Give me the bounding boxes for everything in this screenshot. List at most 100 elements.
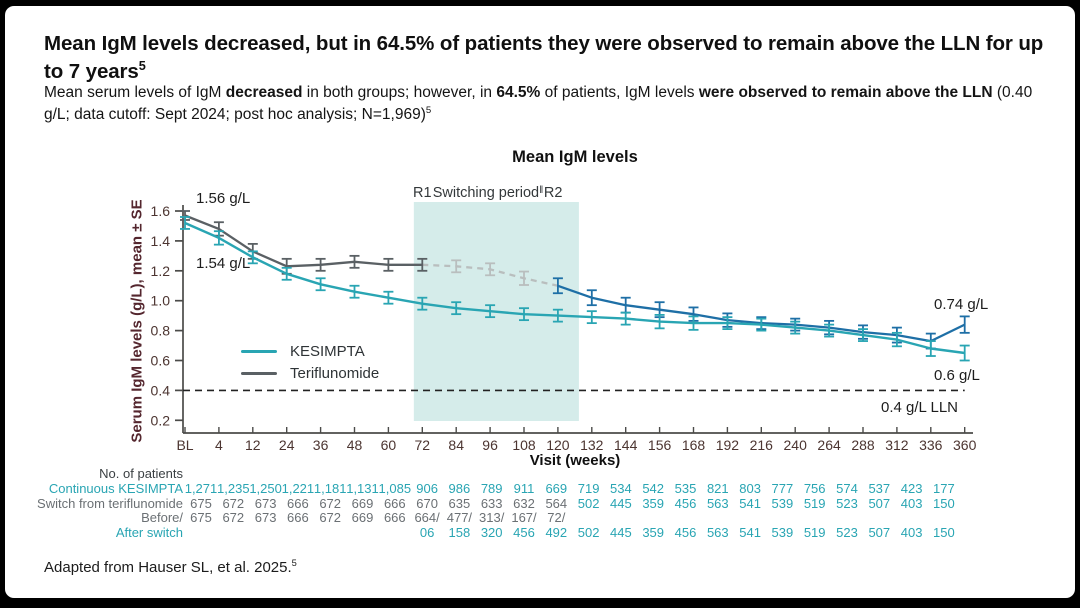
- patient-count-cell: 673: [254, 510, 277, 526]
- patients-table: No. of patients Continuous KESIMPTA 1,271 1…: [0, 466, 1080, 546]
- patient-count-cell: 507: [868, 495, 891, 511]
- patient-count-cell: 502: [577, 525, 600, 541]
- patient-count-cell: 456: [674, 495, 697, 511]
- y-tick-label: 1.4: [151, 233, 171, 249]
- patient-count-cell: 542: [642, 480, 665, 496]
- patient-count-cell: 313/: [479, 510, 505, 526]
- patient-count-cell: 456: [513, 525, 535, 541]
- patient-count-cell: 672: [222, 510, 245, 526]
- patient-count-cell: 523: [836, 525, 858, 541]
- patient-count-cell: 541: [739, 495, 761, 511]
- subtitle-segment: Mean serum levels of IgM: [44, 84, 226, 101]
- patient-count-cell: 906: [416, 480, 438, 496]
- patient-count-cell: 669: [351, 510, 374, 526]
- patient-count-cell: 403: [900, 525, 923, 541]
- patient-count-cell: 756: [803, 480, 826, 496]
- patient-count-cell: 445: [610, 525, 632, 541]
- patient-count-cell: 1,250: [249, 480, 282, 496]
- x-tick-label: 96: [482, 437, 498, 453]
- randomization-2-label: R2: [544, 185, 563, 201]
- patient-count-cell: 456: [674, 525, 697, 541]
- y-tick-label: 0.2: [151, 412, 171, 428]
- patient-count-cell: 06: [419, 525, 435, 541]
- x-tick-label: 144: [614, 437, 638, 453]
- patient-count-cell: 777: [771, 480, 794, 496]
- randomization-1-label: R1: [413, 185, 432, 201]
- patient-count-cell: 523: [836, 495, 858, 511]
- switching-period-region: R1 Switching period‖ R2: [413, 185, 579, 421]
- patient-count-cell: 541: [739, 525, 761, 541]
- annotation-label: 0.6 g/L: [934, 367, 980, 384]
- patient-count-cell: 177: [933, 480, 955, 496]
- patient-count-cell: 635: [448, 495, 471, 511]
- annotation-label: 1.54 g/L: [196, 255, 250, 272]
- footer-reference: 5: [291, 558, 297, 568]
- patient-count-cell: 477/: [446, 510, 473, 526]
- y-tick-label: 0.4: [151, 382, 171, 398]
- patient-count-cell: 673: [254, 495, 277, 511]
- x-tick-label: 36: [313, 437, 329, 453]
- patient-count-cell: 986: [448, 480, 471, 496]
- y-tick-label: 0.8: [151, 323, 171, 339]
- y-tick-label: 0.6: [151, 353, 171, 369]
- y-tick-label: 1.0: [151, 293, 171, 309]
- x-tick-label: 132: [580, 437, 604, 453]
- legend-item-kesimpta: KESIMPTA: [241, 340, 379, 362]
- patient-count-cell: 1,131: [346, 480, 379, 496]
- patient-count-cell: 519: [803, 495, 826, 511]
- patient-count-cell: 821: [706, 480, 729, 496]
- subtitle-bold-percentage: 64.5%: [496, 84, 541, 101]
- footer-citation: Adapted from Hauser SL, et al. 2025.5: [44, 558, 297, 576]
- x-tick-label: 4: [215, 437, 223, 453]
- x-tick-label: BL: [176, 437, 193, 453]
- x-tick-label: 216: [750, 437, 774, 453]
- patients-row-label: After switch: [115, 525, 183, 541]
- patient-count-cell: 666: [287, 510, 309, 526]
- patient-count-cell: 539: [771, 495, 794, 511]
- patient-count-cell: 507: [868, 525, 891, 541]
- patient-count-cell: 911: [513, 480, 535, 496]
- y-tick-label: 1.2: [151, 263, 171, 279]
- legend-label-kesimpta: KESIMPTA: [290, 342, 365, 360]
- kesimpta-line-swatch: [241, 349, 277, 353]
- patient-count-cell: 803: [739, 480, 761, 496]
- patients-row-label: Switch from teriflunomide: [37, 495, 183, 511]
- patient-count-cell: 403: [900, 495, 923, 511]
- subtitle-reference: 5: [425, 104, 432, 116]
- patient-count-cell: 666: [383, 495, 406, 511]
- patient-count-cell: 359: [642, 495, 665, 511]
- patient-count-cell: 666: [383, 510, 406, 526]
- x-tick-label: 24: [279, 437, 295, 453]
- patient-count-cell: 423: [900, 480, 923, 496]
- x-tick-label: 108: [512, 437, 536, 453]
- page-title-reference: 5: [138, 58, 146, 74]
- x-tick-label: 312: [885, 437, 909, 453]
- chart-title: Mean IgM levels: [512, 148, 638, 166]
- patient-count-cell: 1,271: [184, 480, 218, 496]
- patients-row-label: Before/: [141, 510, 183, 526]
- subtitle-segment: in both groups; however, in: [302, 84, 497, 101]
- x-tick-label: 360: [953, 437, 977, 453]
- patient-count-cell: 669: [351, 495, 374, 511]
- patient-count-cell: 633: [480, 495, 503, 511]
- patient-count-cell: 675: [190, 510, 212, 526]
- page-subtitle: Mean serum levels of IgM decreased in bo…: [44, 82, 1044, 126]
- patient-count-cell: 519: [803, 525, 826, 541]
- patient-count-cell: 320: [480, 525, 503, 541]
- patient-count-cell: 539: [771, 525, 794, 541]
- patient-count-cell: 158: [448, 525, 471, 541]
- chart-axes: 1.6 1.4 1.2 1.0 0.8 0.6 0.4 0.2 BL 4 12 24 36 48 60 72 8…: [151, 203, 977, 453]
- patient-count-cell: 492: [545, 525, 568, 541]
- subtitle-segment: (0.40 g/L; data cutoff: Sept 2024; post …: [44, 84, 1033, 123]
- patient-count-cell: 1,235: [217, 480, 250, 496]
- patient-count-cell: 672: [319, 510, 342, 526]
- patient-count-cell: 1,181: [313, 480, 347, 496]
- patient-count-cell: 666: [287, 495, 309, 511]
- patient-count-cell: 563: [706, 495, 729, 511]
- x-tick-label: 120: [546, 437, 570, 453]
- patient-count-cell: 669: [545, 480, 568, 496]
- patient-count-cell: 672: [222, 495, 245, 511]
- legend-label-teriflunomide: Teriflunomide: [290, 364, 380, 382]
- x-tick-label: 48: [347, 437, 363, 453]
